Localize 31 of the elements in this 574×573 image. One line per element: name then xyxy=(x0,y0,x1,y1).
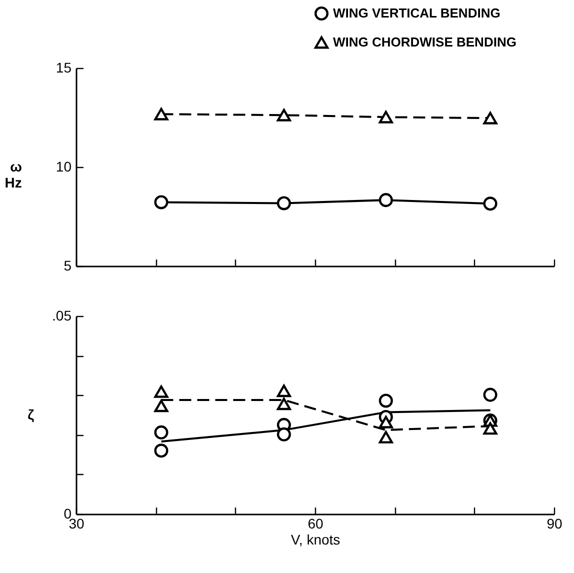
point xyxy=(276,108,291,122)
legend-label: WING VERTICAL BENDING xyxy=(333,6,500,20)
point xyxy=(154,195,168,210)
y-axis-title: ω Hz xyxy=(4,158,22,190)
x-axis-title: V, knots xyxy=(290,532,340,548)
point xyxy=(378,416,393,428)
point xyxy=(276,384,291,398)
point xyxy=(378,193,393,208)
y-axis-title: ζ xyxy=(28,406,35,422)
point xyxy=(154,108,168,120)
legend-label: WING CHORDWISE BENDING xyxy=(333,34,516,50)
y-tick-label: 5 xyxy=(64,258,72,274)
point xyxy=(378,394,393,408)
point xyxy=(483,422,498,435)
point xyxy=(483,196,498,211)
point xyxy=(483,388,498,402)
point xyxy=(378,110,393,124)
point xyxy=(154,425,168,440)
point xyxy=(276,427,291,442)
point xyxy=(378,430,393,444)
point xyxy=(154,400,168,412)
y-tick-label: 10 xyxy=(56,158,72,174)
point xyxy=(276,398,291,410)
point xyxy=(154,444,168,458)
y-tick-label: 15 xyxy=(56,60,72,76)
point xyxy=(483,112,498,124)
x-tick-label: 90 xyxy=(546,516,562,532)
point xyxy=(276,196,291,210)
y-tick-label: .05 xyxy=(52,308,72,324)
point xyxy=(154,385,168,398)
x-tick-label: 60 xyxy=(308,516,324,532)
